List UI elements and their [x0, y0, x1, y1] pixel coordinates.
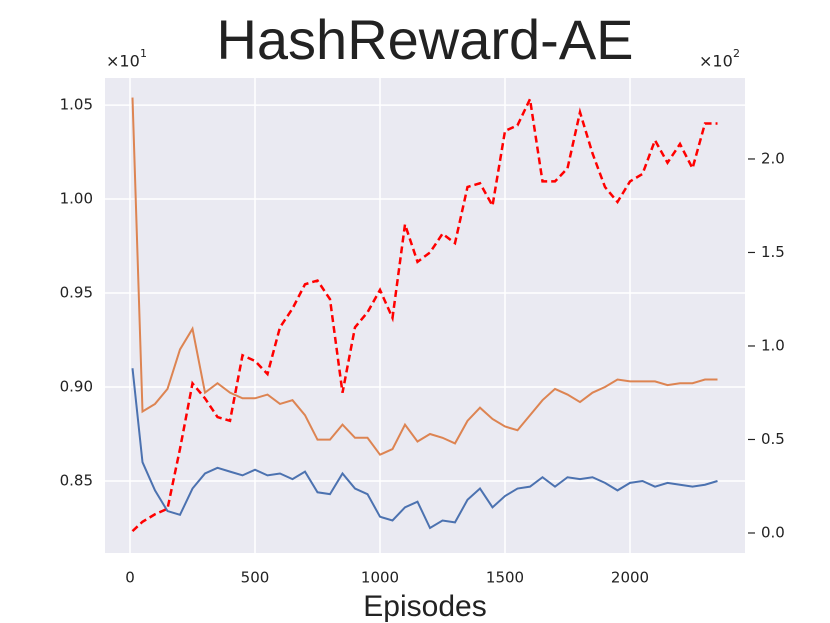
x-tick-label: 1000: [361, 569, 399, 587]
y-tick-label: 1.00: [60, 190, 93, 208]
series-line: [131, 94, 718, 533]
y2-multiplier-exp: 2: [733, 47, 740, 60]
y2-tick-label: 1.5: [761, 243, 785, 261]
x-tick-label: 2000: [611, 569, 649, 587]
chart-title: HashReward-AE: [216, 8, 633, 71]
y-multiplier-exp: 1: [140, 47, 147, 60]
x-tick-label: 1500: [486, 569, 524, 587]
y2-tick-label: 1.0: [761, 336, 785, 354]
y-tick-label: 0.95: [60, 284, 93, 302]
series-line: [131, 97, 718, 456]
y2-multiplier: ×10: [699, 52, 733, 71]
y-multiplier: ×10: [106, 52, 140, 71]
y2-tick-label: 0.5: [761, 430, 785, 448]
y2-tick-label: 2.0: [761, 149, 785, 167]
y-tick-label: 0.90: [60, 378, 93, 396]
x-tick-label: 0: [125, 569, 135, 587]
y-tick-label: 1.05: [60, 96, 93, 114]
plot-area: [105, 78, 745, 553]
x-tick-label: 500: [241, 569, 270, 587]
series-line: [131, 368, 718, 530]
y2-tick-label: 0.0: [761, 523, 785, 541]
y-tick-label: 0.85: [60, 472, 93, 490]
x-axis-label: Episodes: [363, 590, 486, 623]
